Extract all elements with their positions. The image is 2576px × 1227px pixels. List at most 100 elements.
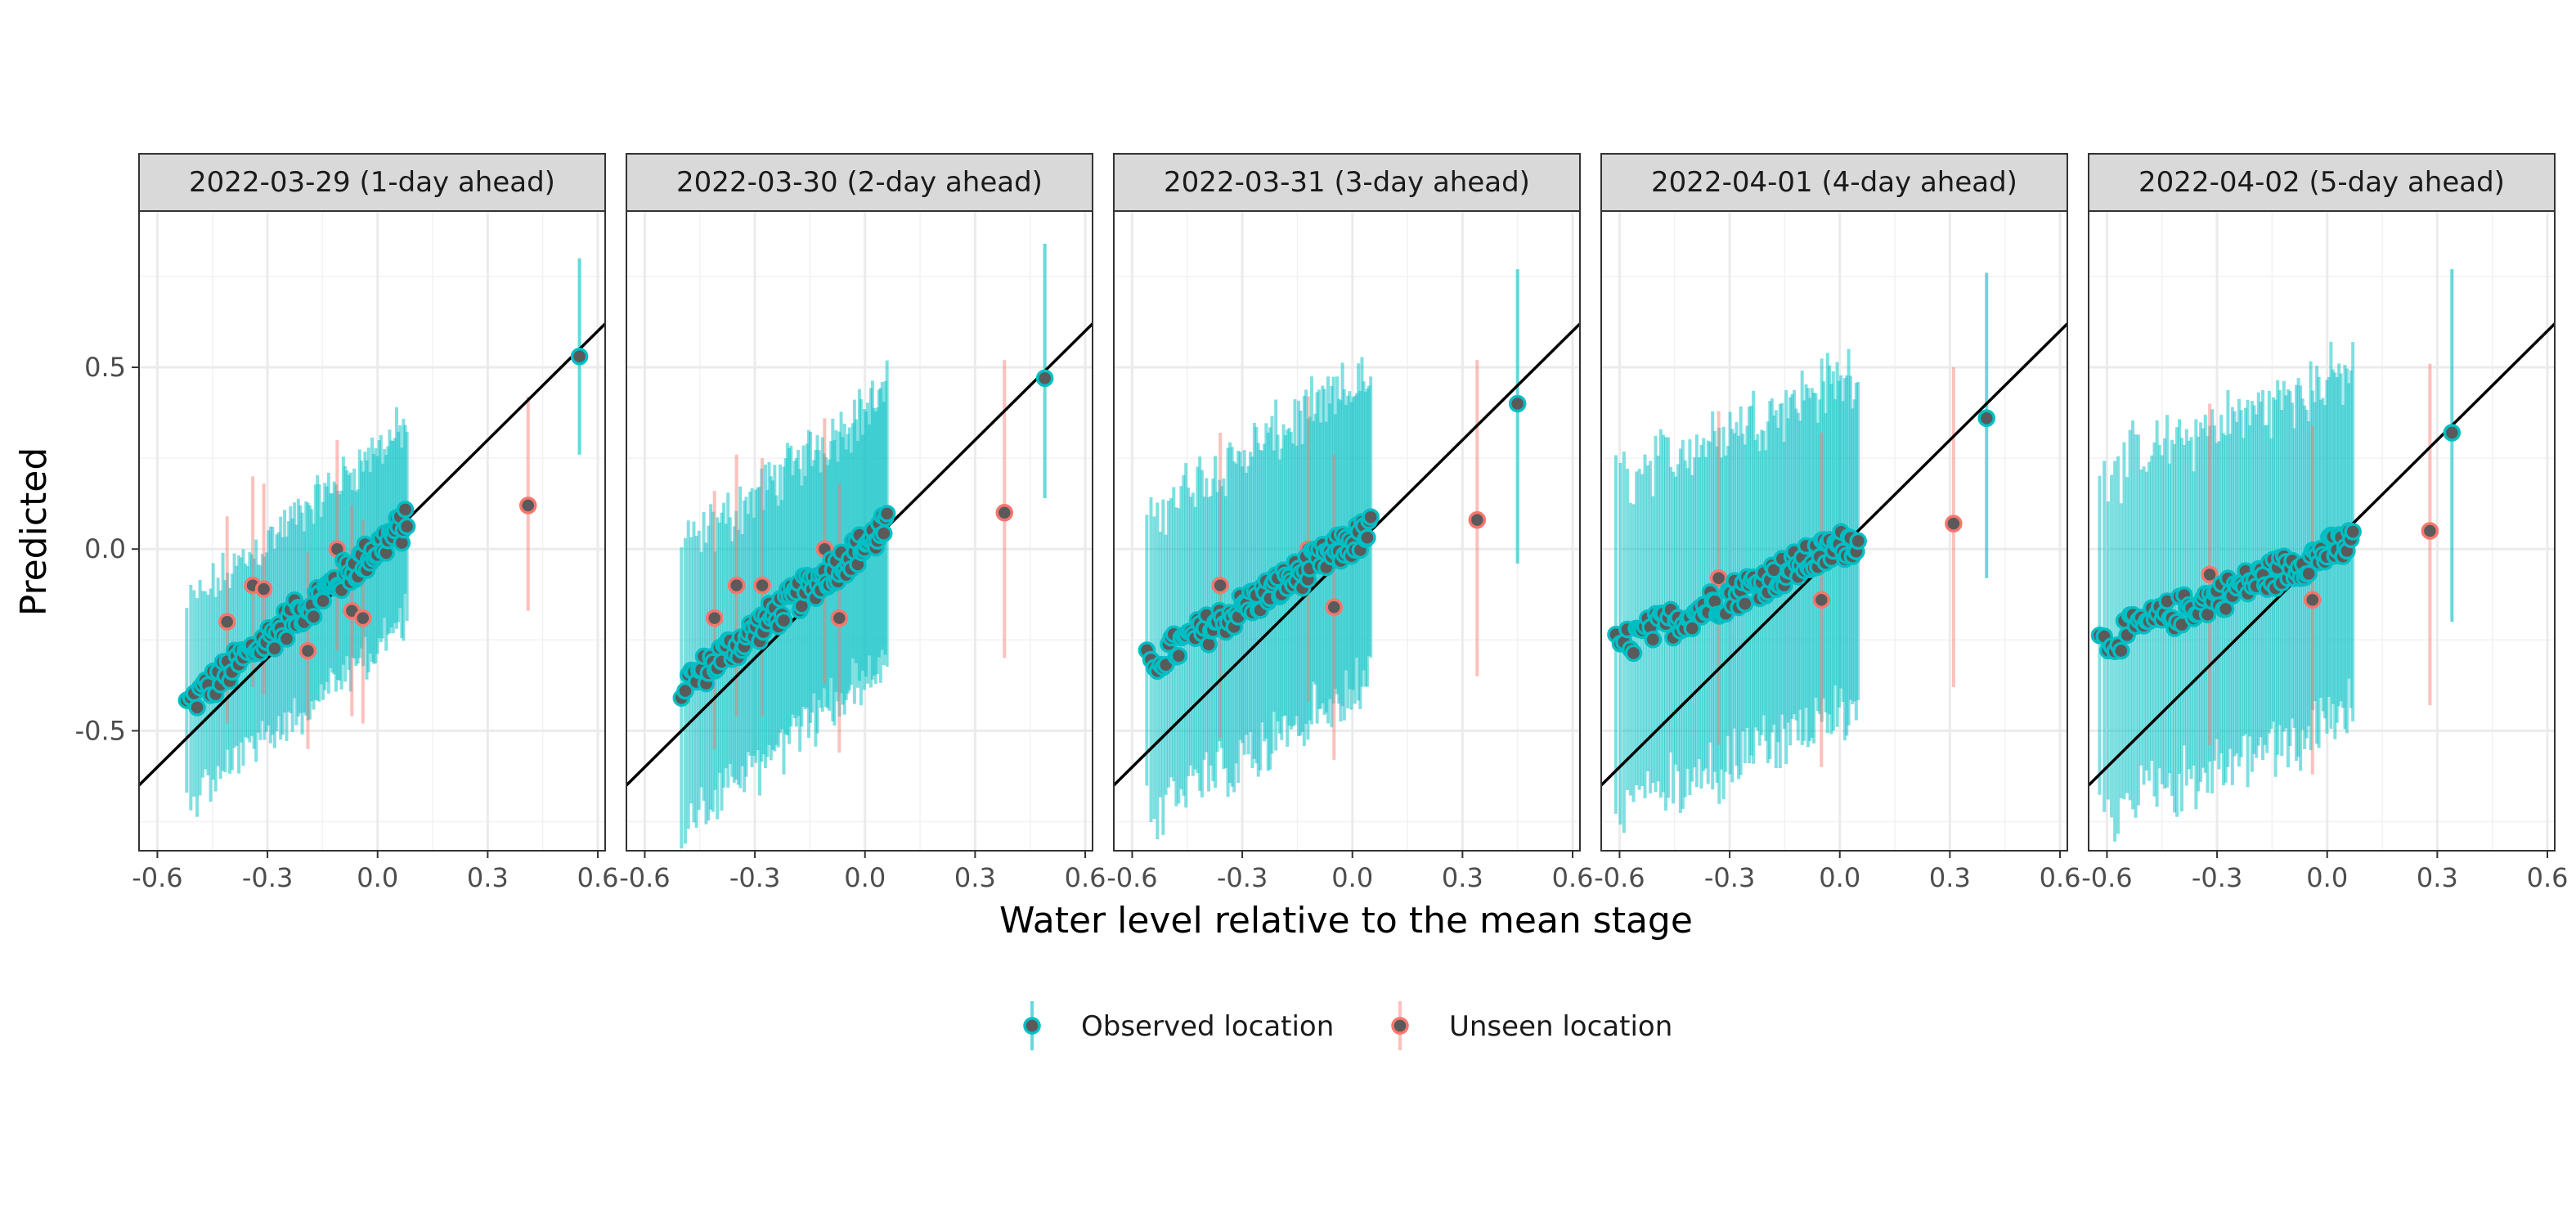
legend-label: Unseen location xyxy=(1449,1010,1672,1043)
legend-key-point xyxy=(1391,1017,1409,1035)
facet-strip-title: 2022-04-01 (4-day ahead) xyxy=(1651,166,2017,199)
unseen-point xyxy=(1812,591,1831,609)
observed-point xyxy=(1683,619,1702,637)
unseen-point xyxy=(2201,565,2219,584)
observed-point xyxy=(570,347,589,366)
unseen-point xyxy=(254,580,273,598)
observed-point xyxy=(874,524,893,542)
observed-point xyxy=(1169,646,1188,665)
observed-point xyxy=(1362,508,1380,526)
facet-panel: 2022-04-01 (4-day ahead) -0.6 -0.3 0.0 0.3 0.… xyxy=(1594,153,2081,893)
x-tick-label: 0.6 xyxy=(2527,862,2569,893)
x-tick-label: -0.3 xyxy=(1704,862,1755,893)
panel-content xyxy=(1114,269,1580,839)
x-axis-title: Water level relative to the mean stage xyxy=(999,900,1693,942)
x-tick-label: 0.6 xyxy=(1552,862,1594,893)
unseen-point xyxy=(705,609,724,627)
observed-point xyxy=(2300,564,2318,583)
facet-strip xyxy=(1600,153,2068,212)
unseen-point xyxy=(753,576,771,595)
legend-label: Observed location xyxy=(1081,1010,1334,1043)
observed-point xyxy=(397,517,416,536)
unseen-point xyxy=(1709,569,1728,587)
panel-content xyxy=(1601,272,2067,834)
observed-point xyxy=(314,591,332,610)
facet-strip xyxy=(2088,153,2556,212)
x-tick-label: -0.3 xyxy=(2192,862,2242,893)
legend-key-point xyxy=(1023,1017,1041,1035)
x-tick-label: 0.0 xyxy=(357,862,398,893)
x-tick-label: 0.0 xyxy=(2306,862,2348,893)
facet-strip-title: 2022-03-29 (1-day ahead) xyxy=(189,166,555,199)
observed-point xyxy=(1358,528,1376,546)
panel-content xyxy=(2089,269,2555,842)
observed-point xyxy=(877,505,896,523)
legend-entry: Observed location xyxy=(1023,1001,1334,1050)
unseen-point xyxy=(218,613,236,631)
x-tick-label: 0.0 xyxy=(844,862,886,893)
unseen-point xyxy=(830,609,849,627)
x-tick-label: -0.6 xyxy=(132,862,182,893)
x-tick-label: 0.0 xyxy=(1331,862,1373,893)
facet-strip-title: 2022-03-31 (3-day ahead) xyxy=(1164,166,1530,199)
unseen-point xyxy=(354,609,372,627)
x-tick-label: 0.0 xyxy=(1819,862,1860,893)
facet-strip xyxy=(626,153,1093,212)
x-tick-label: -0.6 xyxy=(2081,862,2132,893)
facet-strip-title: 2022-04-02 (5-day ahead) xyxy=(2138,166,2505,199)
x-tick-label: 0.3 xyxy=(1929,862,1971,893)
x-tick-label: 0.6 xyxy=(2040,862,2081,893)
x-tick-label: -0.3 xyxy=(1217,862,1268,893)
x-tick-label: 0.3 xyxy=(2417,862,2458,893)
facet-strip xyxy=(138,153,606,212)
panel-content xyxy=(626,243,1093,849)
observed-point xyxy=(1849,532,1867,551)
observed-point xyxy=(2443,424,2462,442)
y-axis-title: Predicted xyxy=(13,447,55,617)
unseen-point xyxy=(518,497,537,515)
facet-panel: 2022-04-02 (5-day ahead) -0.6 -0.3 0.0 0.3 0.… xyxy=(2081,153,2569,893)
y-tick-label: -0.5 xyxy=(75,715,126,746)
observed-point xyxy=(396,501,415,519)
unseen-point xyxy=(1325,598,1344,617)
x-tick-label: 0.6 xyxy=(577,862,619,893)
observed-point xyxy=(2112,641,2130,660)
panel-content xyxy=(139,258,605,817)
legend-entry: Unseen location xyxy=(1391,1001,1672,1050)
unseen-point xyxy=(2304,591,2322,609)
x-tick-label: 0.6 xyxy=(1065,862,1106,893)
observed-point xyxy=(188,699,206,717)
observed-point xyxy=(1736,595,1754,613)
facet-panel: 2022-03-30 (2-day ahead) -0.6 -0.3 0.0 0.3 0.… xyxy=(619,153,1106,893)
observed-point xyxy=(1508,394,1527,413)
unseen-point xyxy=(1468,510,1487,529)
facet-panels: 2022-03-29 (1-day ahead) -0.6 -0.3 0.0 0.3 0.… xyxy=(75,153,2569,893)
observed-point xyxy=(1624,644,1643,663)
observed-point xyxy=(2344,523,2362,541)
x-tick-label: -0.6 xyxy=(1594,862,1645,893)
x-tick-label: -0.3 xyxy=(242,862,293,893)
observed-point xyxy=(304,608,323,626)
unseen-point xyxy=(727,576,746,595)
observed-point xyxy=(1977,409,1996,428)
unseen-point xyxy=(1211,576,1229,595)
observed-point xyxy=(774,611,793,630)
x-tick-label: 0.3 xyxy=(467,862,509,893)
observed-point xyxy=(1035,369,1054,388)
legend: Observed location Unseen location xyxy=(1023,1001,1672,1050)
unseen-point xyxy=(298,641,317,660)
facet-strip-title: 2022-03-30 (2-day ahead) xyxy=(676,166,1043,199)
y-tick-label: 0.0 xyxy=(84,533,126,564)
unseen-point xyxy=(1945,515,1963,533)
observed-point xyxy=(1200,635,1218,654)
observed-point xyxy=(1644,631,1663,649)
y-tick-label: 0.5 xyxy=(84,352,126,383)
x-tick-label: 0.3 xyxy=(954,862,996,893)
facet-panel: 2022-03-29 (1-day ahead) -0.6 -0.3 0.0 0.3 0.… xyxy=(75,153,619,893)
unseen-point xyxy=(995,504,1014,522)
x-tick-label: -0.6 xyxy=(1106,862,1157,893)
x-tick-label: -0.6 xyxy=(619,862,670,893)
observed-point xyxy=(676,681,694,700)
facet-strip xyxy=(1113,153,1581,212)
